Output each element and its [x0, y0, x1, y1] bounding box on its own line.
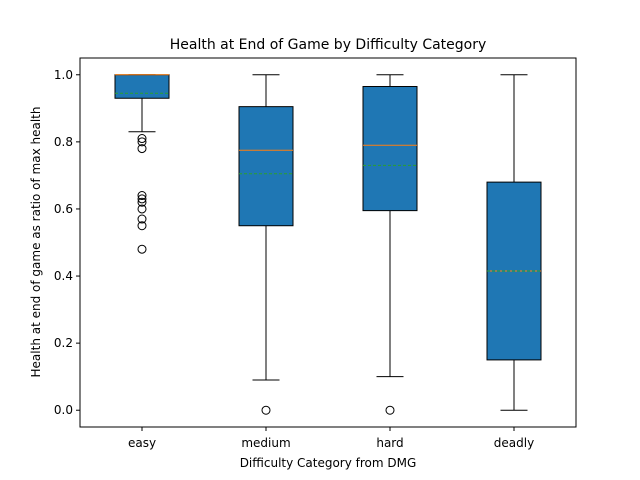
outlier-point [137, 221, 147, 231]
y-tick-label: 0.6 [54, 202, 73, 216]
outlier-point [137, 191, 147, 201]
outlier-point [137, 204, 147, 214]
x-tick-label: deadly [494, 436, 534, 450]
outlier-point [385, 405, 395, 415]
x-tick-label: easy [128, 436, 156, 450]
box-easy [114, 74, 170, 254]
y-tick-label: 0.2 [54, 336, 73, 350]
y-tick-label: 1.0 [54, 68, 73, 82]
outlier-point [137, 197, 147, 207]
y-tick-label: 0.4 [54, 269, 73, 283]
y-tick-label: 0.0 [54, 403, 73, 417]
chart-title: Health at End of Game by Difficulty Cate… [170, 37, 487, 53]
outlier-point [137, 144, 147, 154]
y-axis-label: Health at end of game as ratio of max he… [29, 107, 43, 378]
outlier-point [137, 214, 147, 224]
box-medium [238, 74, 294, 415]
x-tick-label: medium [241, 436, 290, 450]
outlier-point [137, 137, 147, 147]
box-deadly [486, 74, 542, 411]
outlier-point [137, 194, 147, 204]
outlier-point [137, 244, 147, 254]
outlier-point [261, 405, 271, 415]
x-axis: easy medium hard deadly [128, 427, 534, 450]
y-axis: 0.0 0.2 0.4 0.6 0.8 1.0 [54, 68, 80, 417]
x-tick-label: hard [376, 436, 403, 450]
outlier-point [137, 134, 147, 144]
x-axis-label: Difficulty Category from DMG [240, 456, 417, 470]
plot-area [114, 74, 542, 415]
box-iqr [114, 74, 170, 99]
plot-frame [79, 57, 577, 428]
box-iqr [362, 86, 418, 212]
box-iqr [238, 106, 294, 227]
box-hard [362, 74, 418, 415]
y-tick-label: 0.8 [54, 135, 73, 149]
